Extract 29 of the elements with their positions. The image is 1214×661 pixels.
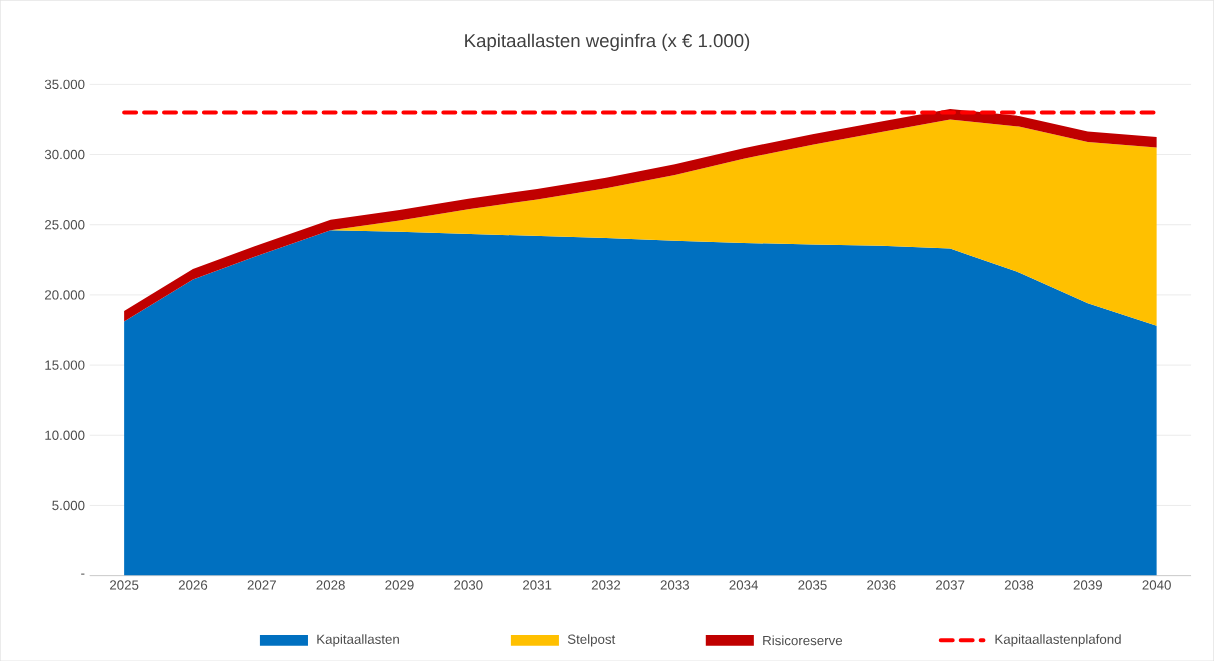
legend-label: Kapitaallastenplafond (995, 634, 1121, 647)
x-tick-label: 2025 (110, 580, 139, 590)
x-tick-label: 2034 (729, 580, 759, 590)
legend-label: Kapitaallasten (317, 634, 399, 647)
x-tick-label: 2026 (178, 580, 208, 590)
y-tick-label: 10.000 (45, 430, 85, 440)
x-tick-label: 2035 (798, 580, 827, 590)
x-tick-label: 2029 (385, 580, 414, 590)
x-tick-label: 2039 (1073, 580, 1102, 590)
x-tick-label: 2038 (1004, 580, 1034, 590)
y-tick-label: - (81, 573, 85, 575)
y-tick-label: 5.000 (52, 500, 85, 510)
x-tick-label: 2027 (247, 580, 276, 590)
y-tick-label: 30.000 (44, 149, 85, 160)
x-tick-label: 2033 (660, 580, 690, 590)
x-tick-label: 2036 (867, 580, 896, 590)
x-tick-label: 2030 (454, 580, 483, 590)
x-tick-label: 2028 (316, 580, 345, 590)
x-tick-label: 2037 (936, 580, 965, 590)
legend-label: Risicoreserve (763, 635, 843, 646)
chart-title: Kapitaallasten weginfra (x € 1.000) (465, 33, 750, 51)
y-tick-label: 20.000 (45, 290, 85, 300)
y-tick-label: 25.000 (45, 219, 85, 230)
y-tick-label: 35.000 (44, 79, 85, 89)
x-tick-label: 2032 (591, 580, 621, 590)
y-tick-label: 15.000 (45, 360, 85, 370)
x-tick-label: 2040 (1142, 580, 1171, 590)
legend-label: Stelpost (567, 634, 616, 647)
x-tick-label: 2031 (523, 580, 552, 590)
